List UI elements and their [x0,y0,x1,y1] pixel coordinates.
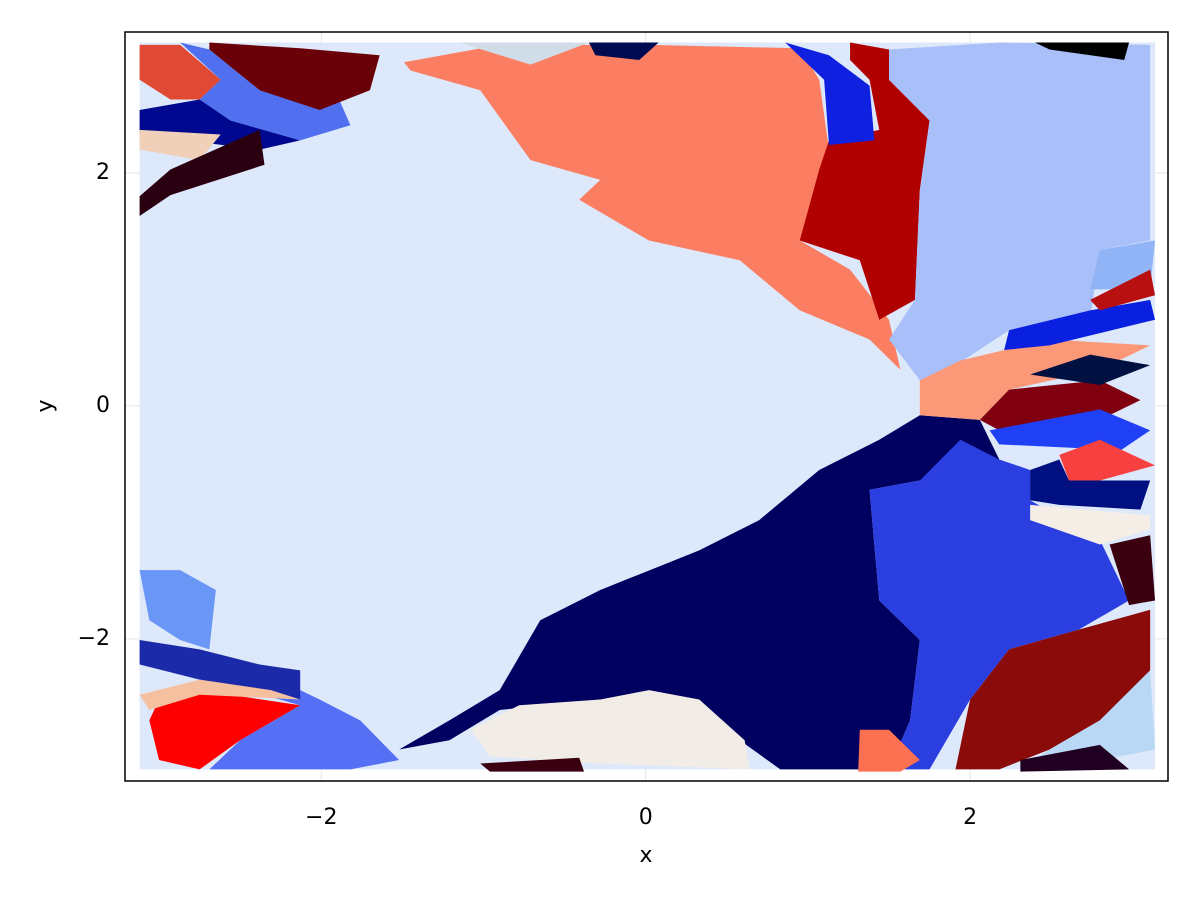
region [1030,354,1151,385]
region [139,129,221,161]
region [209,42,380,111]
region [139,640,301,700]
region [799,42,930,320]
region [1004,299,1156,351]
plot-frame [124,31,1169,782]
plot-area [125,32,1168,781]
region [1109,535,1156,606]
region [139,679,301,710]
y-tick-label: −2 [78,626,110,651]
region [139,129,265,217]
y-axis-label: y [33,399,58,412]
region [1090,269,1156,311]
region [403,44,901,370]
region [858,729,920,772]
region [480,757,585,772]
region [1020,744,1130,772]
x-tick-label: 0 [639,805,653,830]
region [139,570,216,650]
x-axis-label: x [639,843,652,868]
y-tick-label: 2 [96,160,110,185]
y-tick-label: 0 [96,393,110,418]
region [470,690,750,770]
region [588,42,659,60]
region [459,42,589,65]
region [1034,42,1130,60]
region [149,690,301,770]
region [785,42,875,145]
x-tick-label: 2 [963,805,977,830]
region [889,42,1151,381]
region [209,679,400,770]
region [139,44,221,100]
region [1030,504,1151,545]
region [399,415,1000,770]
region [955,609,1151,770]
x-tick-label: −2 [305,805,337,830]
region [1030,459,1151,510]
region [1059,439,1156,481]
region [989,409,1151,451]
region [1020,670,1156,770]
